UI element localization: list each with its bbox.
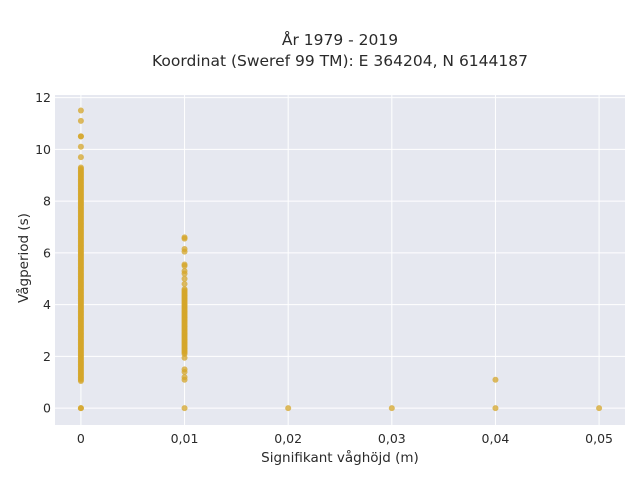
data-point <box>181 280 188 287</box>
data-point <box>77 405 84 412</box>
x-tick-label: 0,05 <box>585 431 613 446</box>
data-points <box>77 107 603 412</box>
data-point <box>388 405 395 412</box>
data-point <box>181 405 188 412</box>
data-point <box>181 234 188 241</box>
y-tick-label: 12 <box>35 90 51 105</box>
data-point <box>77 117 84 124</box>
data-point <box>77 143 84 150</box>
x-tick-label: 0 <box>77 431 85 446</box>
data-point <box>181 246 188 252</box>
plot-area <box>55 95 625 425</box>
data-point <box>181 286 188 293</box>
data-point <box>181 261 188 268</box>
y-tick-label: 0 <box>43 401 51 416</box>
x-tick-label: 0,01 <box>171 431 199 446</box>
y-tick-label: 6 <box>43 245 51 260</box>
y-tick-label: 10 <box>35 142 51 157</box>
data-point <box>492 376 499 383</box>
data-point <box>285 405 292 412</box>
chart-subtitle: Koordinat (Sweref 99 TM): E 364204, N 61… <box>152 52 528 70</box>
y-tick-label: 2 <box>43 349 51 364</box>
y-tick-label: 4 <box>43 297 51 312</box>
data-point <box>492 405 499 412</box>
y-axis-label: Vågperiod (s) <box>15 213 32 303</box>
x-tick-label: 0,03 <box>378 431 406 446</box>
y-axis-ticks: 0 2 4 6 8 10 12 <box>35 90 51 416</box>
data-point <box>181 354 188 361</box>
data-point <box>77 133 84 140</box>
data-point <box>181 275 188 282</box>
data-point <box>77 164 84 171</box>
data-point <box>181 268 188 274</box>
data-point <box>596 405 603 412</box>
data-point <box>77 154 84 161</box>
x-axis-ticks: 0 0,01 0,02 0,03 0,04 0,05 <box>77 431 613 446</box>
y-tick-label: 8 <box>43 194 51 209</box>
data-point <box>181 366 188 373</box>
x-axis-label: Signifikant våghöjd (m) <box>261 449 419 466</box>
chart-title: År 1979 - 2019 <box>282 30 398 49</box>
grid-lines <box>55 95 625 425</box>
x-tick-label: 0,04 <box>482 431 510 446</box>
data-point <box>77 107 84 114</box>
x-tick-label: 0,02 <box>274 431 302 446</box>
data-point <box>181 374 188 381</box>
